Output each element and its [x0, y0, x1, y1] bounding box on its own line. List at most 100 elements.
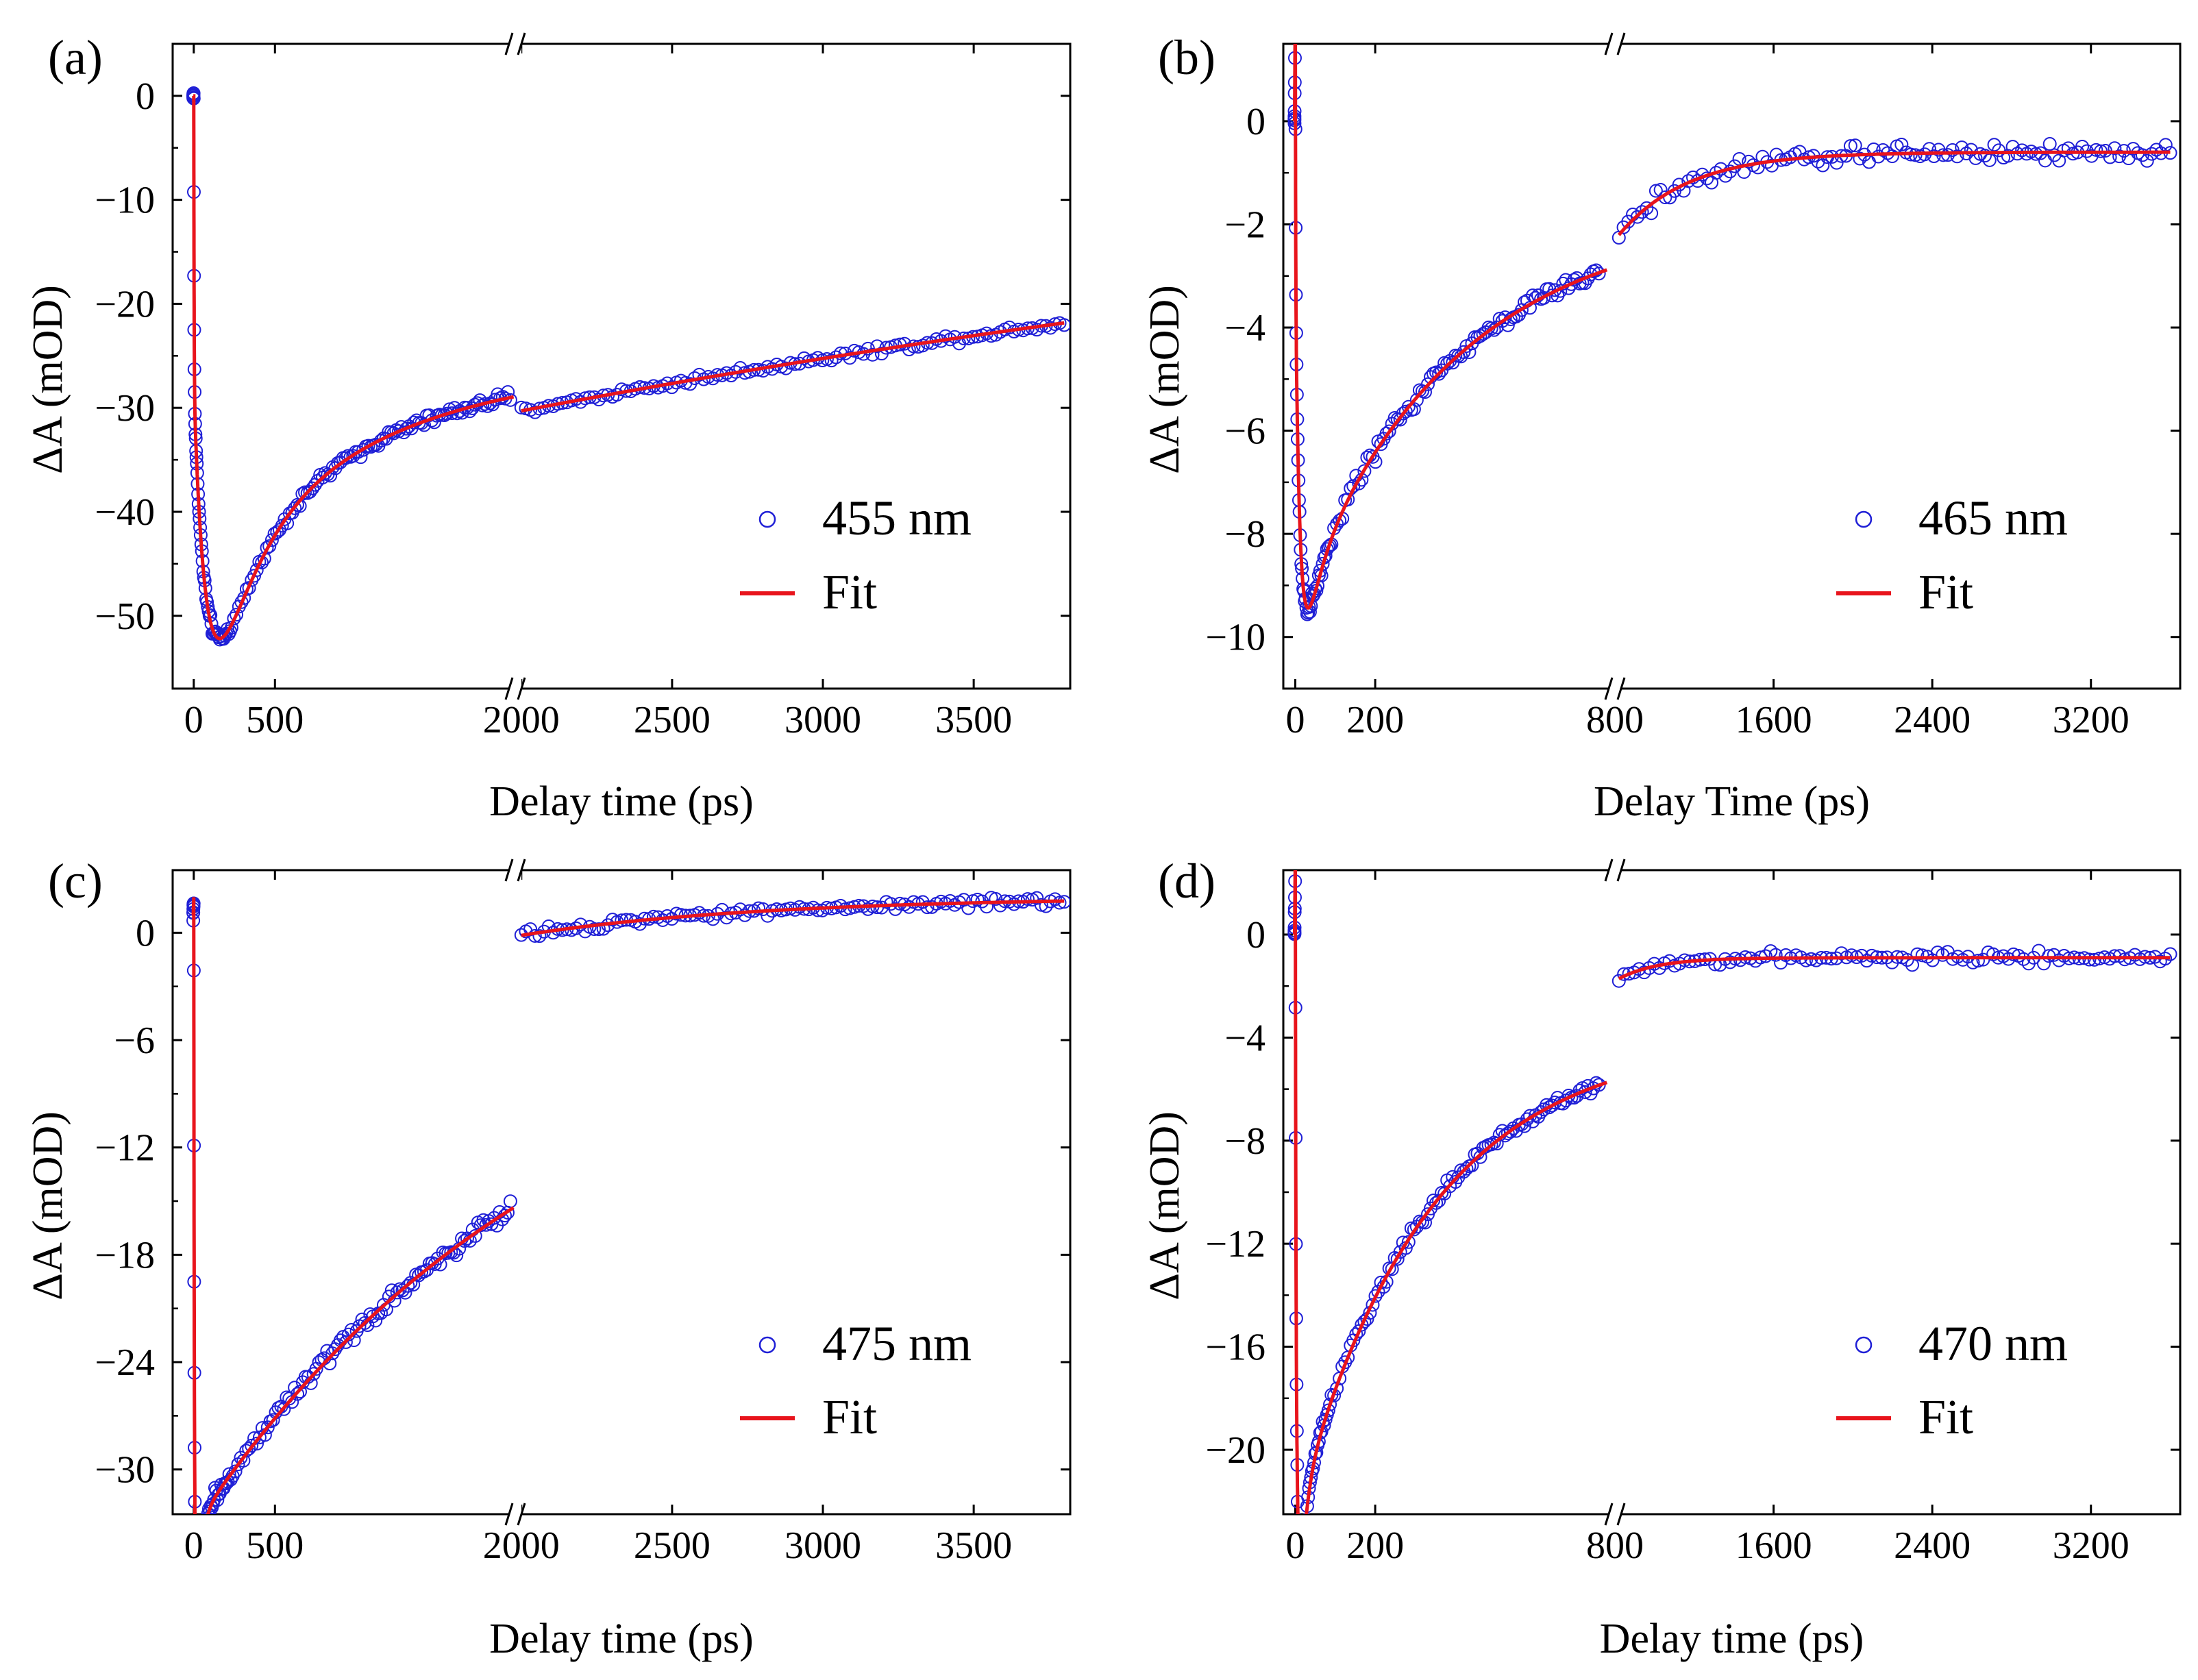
data-point [242, 1442, 256, 1456]
data-point [2108, 141, 2122, 156]
x-tick-label: 1600 [1736, 1524, 1812, 1567]
x-tick-label: 3000 [785, 699, 861, 741]
data-point [303, 484, 317, 499]
axis-break-gap [1609, 678, 1621, 700]
plot-area [1287, 44, 2177, 621]
fit-line-late [1617, 150, 2171, 236]
data-point [1910, 947, 1925, 961]
data-point [222, 1467, 236, 1481]
data-point [503, 1194, 517, 1209]
data-point [1366, 1298, 1380, 1312]
y-tick-label: −2 [1224, 203, 1265, 246]
x-tick-label: 2500 [634, 1524, 711, 1567]
data-point [528, 405, 542, 419]
legend-data-label: 470 nm [1918, 1316, 2068, 1371]
axis-break-icon [1616, 677, 1626, 700]
data-point [264, 533, 279, 547]
y-tick-label: −18 [95, 1234, 155, 1276]
axis-break-icon [517, 1503, 526, 1526]
x-axis-label: Delay time (ps) [489, 1616, 754, 1662]
legend-data-marker [758, 510, 776, 528]
y-tick-label: 0 [136, 912, 155, 954]
legend-data-marker [758, 1336, 776, 1354]
y-axis-label: ΔA (mOD) [25, 1111, 71, 1300]
data-point [266, 1413, 280, 1427]
data-point [449, 1248, 464, 1263]
axis-break-gap [1609, 1503, 1621, 1525]
data-point [2126, 142, 2140, 156]
data-point [1978, 149, 1992, 163]
data-point [2042, 137, 2057, 151]
data-point [2052, 953, 2066, 967]
data-point [1855, 948, 1869, 963]
fit-line-late [521, 321, 1065, 413]
data-point [692, 367, 706, 382]
data-point [1421, 377, 1435, 391]
y-tick-label: −10 [1205, 617, 1265, 659]
data-point [1454, 1163, 1468, 1178]
x-tick-label: 2000 [483, 1524, 560, 1567]
axis-break-icon [1604, 1503, 1614, 1526]
data-point [920, 900, 935, 915]
fit-line-early [192, 94, 515, 641]
axis-break-gap [509, 1503, 521, 1525]
legend-data-label: 455 nm [822, 491, 972, 545]
data-point [234, 595, 249, 609]
x-tick-label: 800 [1586, 699, 1644, 741]
x-tick-label: 800 [1586, 1524, 1644, 1567]
data-point [1648, 184, 1663, 198]
plot-area [1287, 870, 2177, 1514]
y-tick-label: −50 [95, 595, 155, 638]
data-point [733, 361, 748, 375]
x-axis-label: Delay Time (ps) [1594, 778, 1870, 825]
data-point [191, 1608, 203, 1620]
data-point [1048, 892, 1062, 906]
y-tick-label: −20 [1205, 1429, 1265, 1472]
axis-break-icon [1604, 677, 1614, 700]
data-point [282, 1392, 297, 1406]
data-point [797, 351, 811, 365]
data-point [1848, 138, 1862, 153]
x-tick-label: 0 [184, 1524, 203, 1567]
axis-break-icon [504, 677, 514, 700]
y-tick-label: 0 [136, 75, 155, 118]
axis-break-icon [517, 858, 526, 882]
data-point [1940, 148, 1955, 162]
data-point [338, 1335, 353, 1349]
fit-line-early [1292, 870, 1608, 1514]
data-point [532, 929, 547, 943]
y-tick-label: 0 [1246, 101, 1265, 143]
plot-frame [1282, 869, 2182, 1516]
data-point [306, 481, 320, 495]
data-point [2145, 147, 2159, 161]
data-point [2140, 153, 2154, 168]
x-tick-label: 0 [1285, 699, 1305, 741]
axis-break-icon [504, 1503, 514, 1526]
data-point [592, 922, 606, 937]
x-tick-label: 3200 [2053, 1524, 2129, 1567]
plot-area [186, 891, 1070, 1620]
data-point [1030, 891, 1044, 905]
data-point [1020, 892, 1035, 906]
x-axis-label: Delay time (ps) [1600, 1616, 1864, 1662]
data-point [1357, 464, 1372, 478]
data-point [1853, 151, 1867, 166]
data-point [192, 1598, 204, 1610]
y-tick-label: −40 [95, 491, 155, 534]
y-tick-label: −20 [95, 283, 155, 325]
fit-line-late [1618, 956, 2171, 980]
plot-frame [1282, 42, 2182, 690]
data-point [228, 1464, 243, 1479]
data-point [1465, 1158, 1479, 1172]
data-point [2001, 149, 2015, 163]
panel-d: 0 −4 −8 −12 −16 −20 0 200 800 1600 2400 3200 470 nm F… [1141, 854, 2182, 1662]
plot-frame [171, 42, 1072, 690]
data-point [194, 1568, 206, 1581]
x-tick-label: 500 [246, 699, 304, 741]
x-tick-label: 2000 [483, 699, 560, 741]
data-point [1799, 953, 1813, 967]
x-tick-label: 2500 [634, 699, 711, 741]
panel-label: (d) [1158, 854, 1215, 909]
data-point [956, 893, 971, 907]
x-axis-label: Delay time (ps) [489, 778, 754, 825]
